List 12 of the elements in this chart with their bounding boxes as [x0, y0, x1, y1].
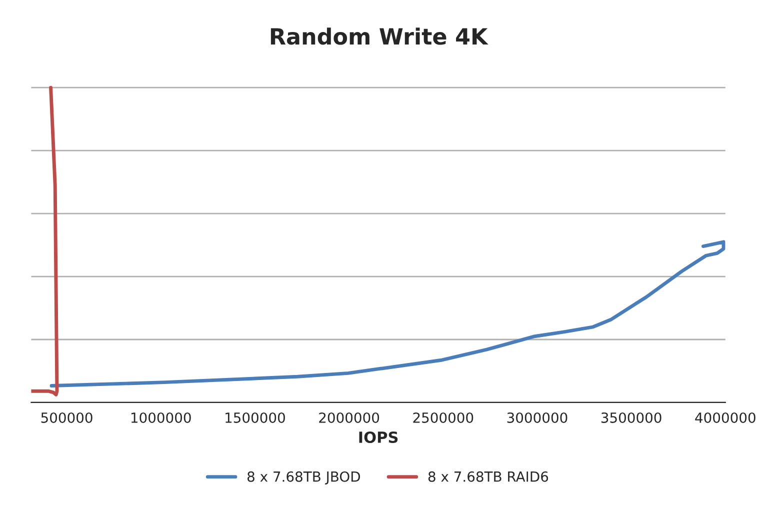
legend-label: 8 x 7.68TB RAID6 [428, 471, 548, 482]
x-tick-label: 500000 [41, 412, 92, 423]
legend-label: 8 x 7.68TB JBOD [248, 471, 360, 484]
x-tick-label: 4000000 [695, 412, 756, 423]
x-tick-label: 3500000 [601, 412, 662, 423]
x-tick-label: 1500000 [226, 412, 285, 423]
chart-title: Random Write 4K [270, 28, 488, 45]
x-tick-label: 3000000 [507, 412, 568, 423]
x-axis-title: IOPS [359, 431, 398, 444]
x-tick-label: 2500000 [413, 412, 474, 423]
x-tick-label: 2000000 [319, 412, 380, 423]
x-tick-label: 1000000 [131, 412, 191, 423]
